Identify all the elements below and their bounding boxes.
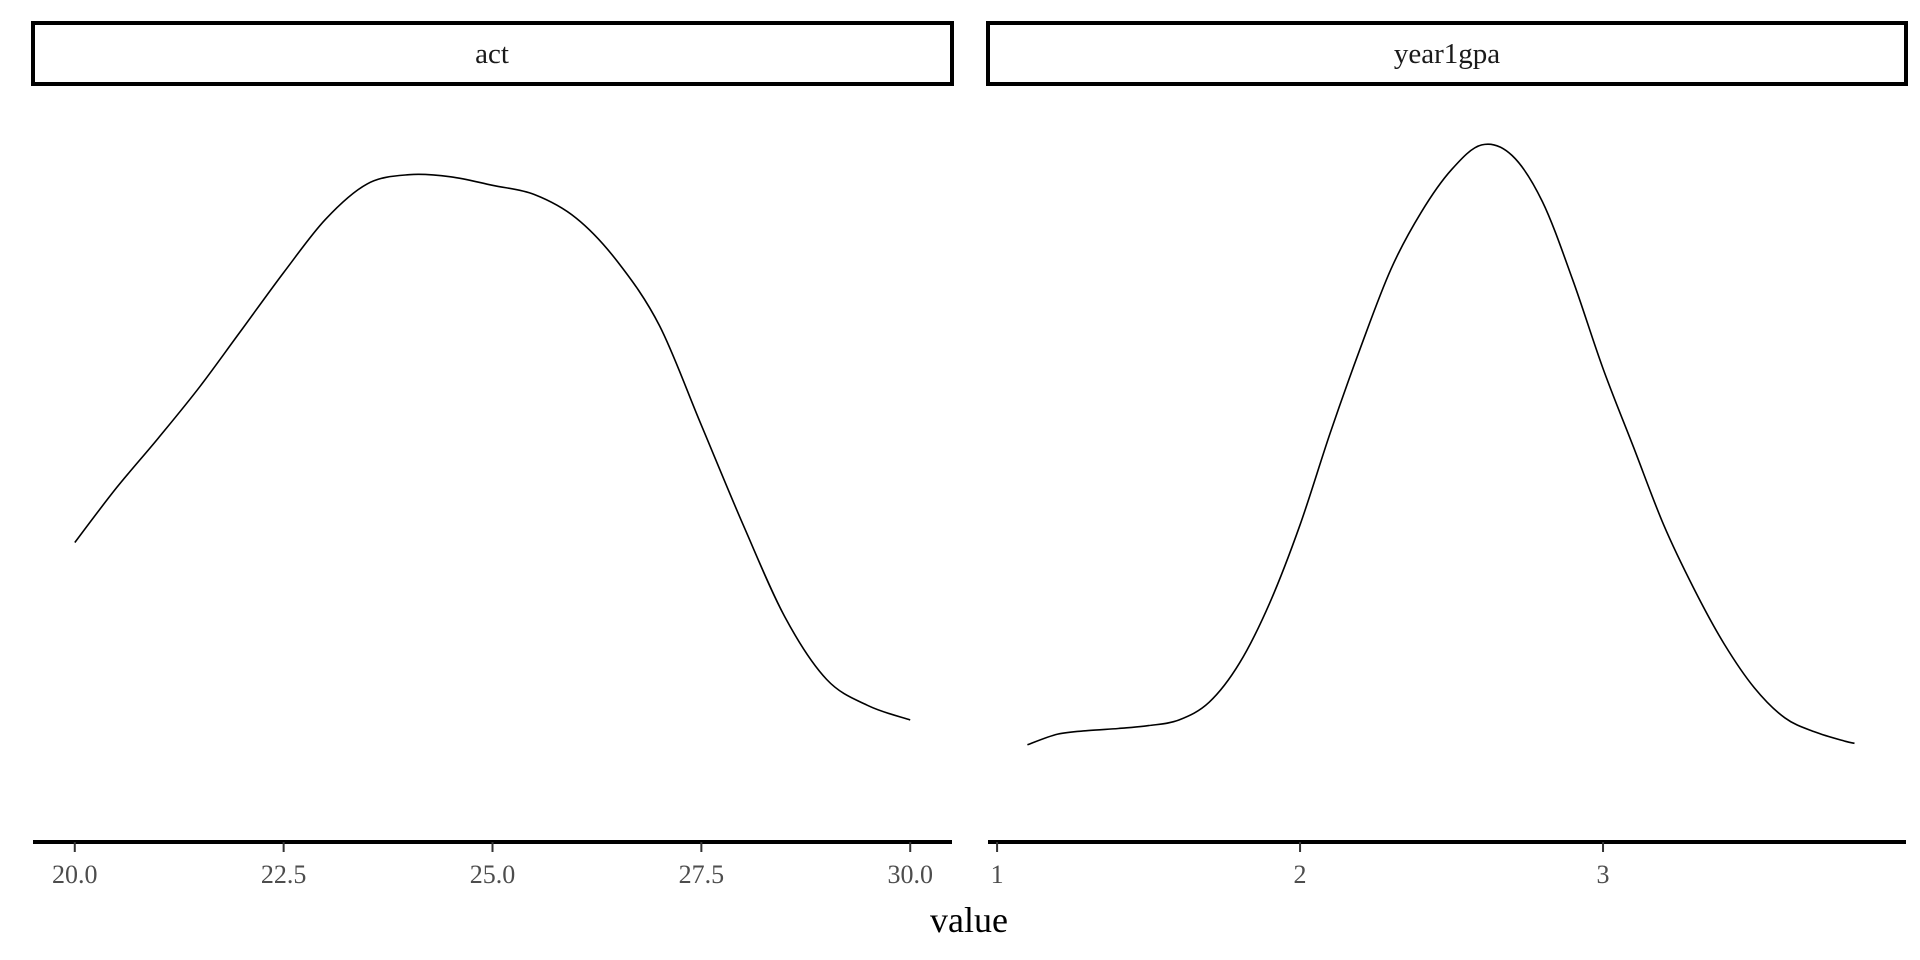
facet-panel-act: act 20.0 22.5 25.0 27.5 30.0 (31, 21, 954, 889)
x-ticks-year1gpa: 1 2 3 (991, 842, 1610, 889)
facet-strip-year1gpa (986, 21, 1908, 86)
density-line-year1gpa (1027, 143, 1855, 746)
x-tick-label: 30.0 (887, 860, 933, 889)
facet-panel-year1gpa: year1gpa 1 2 3 (986, 21, 1908, 889)
facet-strip-label-act: act (475, 38, 509, 70)
x-tick-label: 22.5 (261, 860, 307, 889)
x-tick-label: 3 (1597, 860, 1610, 889)
x-ticks-act: 20.0 22.5 25.0 27.5 30.0 (52, 842, 933, 889)
x-tick-label: 20.0 (52, 860, 98, 889)
facet-strip-act (31, 21, 954, 86)
density-marks-act (74, 173, 911, 721)
x-axis-title: value (930, 900, 1008, 940)
density-line-act (74, 173, 911, 721)
x-tick-label: 25.0 (470, 860, 516, 889)
facet-strip-label-year1gpa: year1gpa (1394, 38, 1500, 70)
x-tick-label: 27.5 (679, 860, 725, 889)
x-tick-label: 1 (991, 860, 1004, 889)
density-marks-year1gpa (1027, 143, 1855, 746)
x-tick-label: 2 (1294, 860, 1307, 889)
